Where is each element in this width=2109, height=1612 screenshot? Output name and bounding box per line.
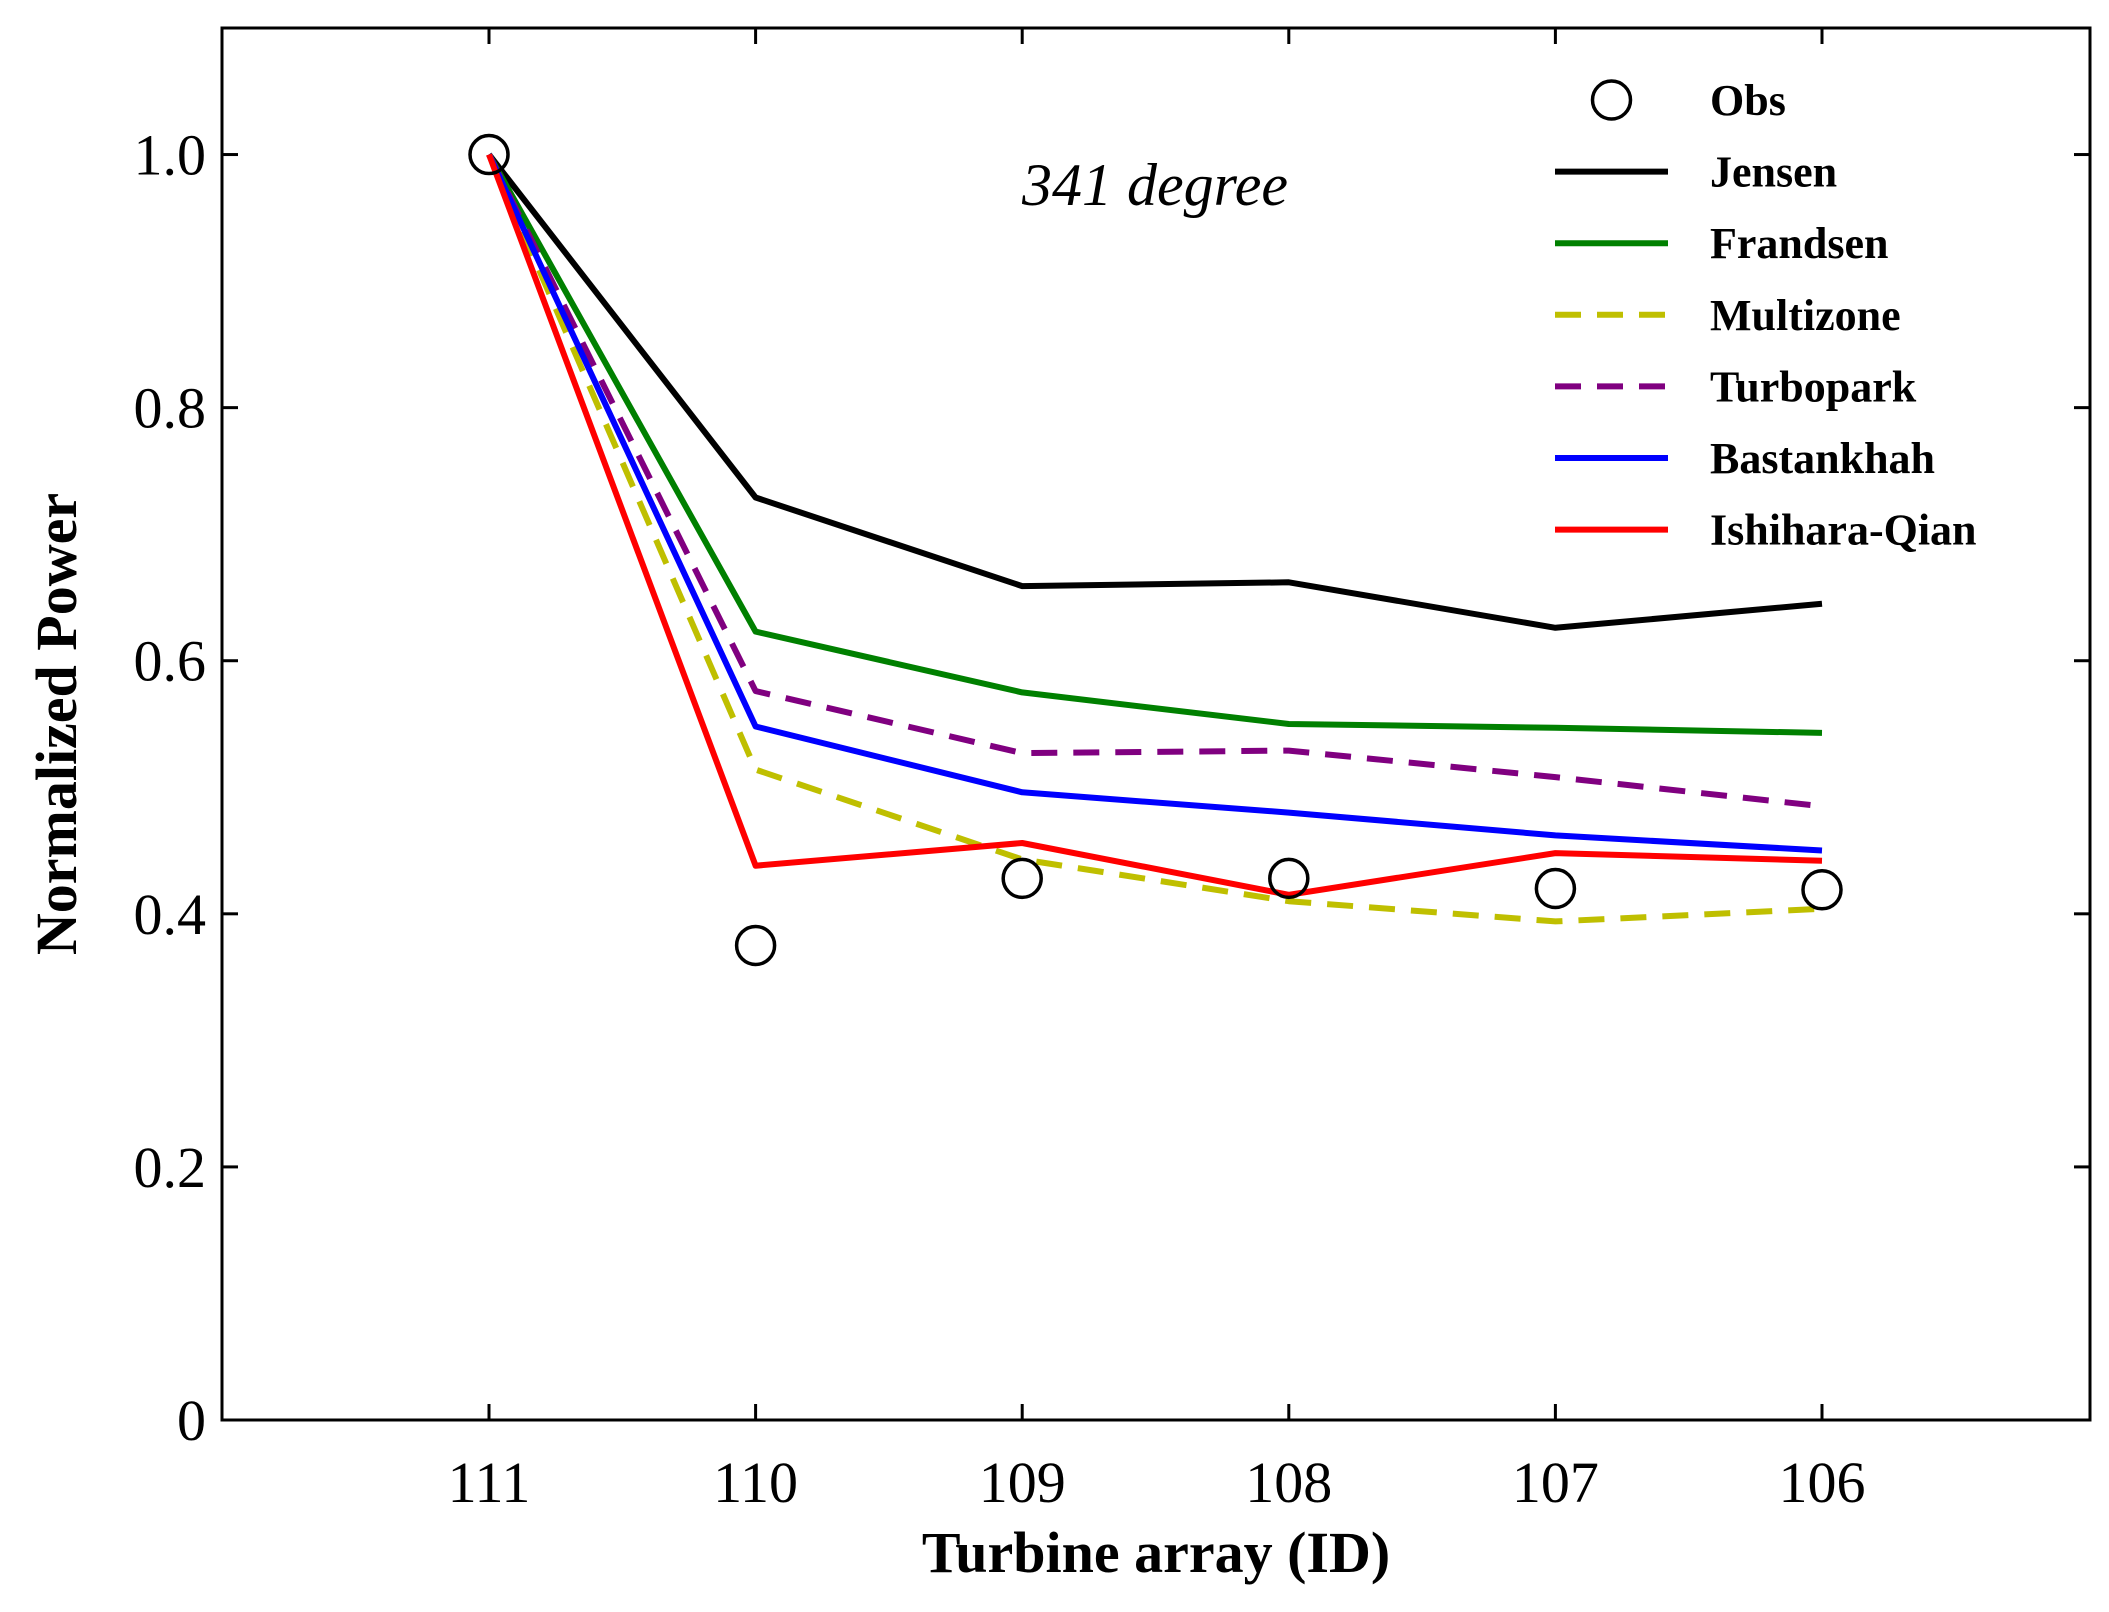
y-tick-label: 0.4 xyxy=(134,882,207,947)
y-ticks: 0 0.2 0.4 0.6 0.8 1.0 xyxy=(134,123,2090,1453)
obs-point xyxy=(1268,857,1310,900)
y-tick-label: 0.8 xyxy=(134,376,207,441)
series-line-bastankhah xyxy=(486,153,1823,854)
obs-point xyxy=(468,133,510,176)
legend: Obs Jensen Frandsen Multizone Turbopark Basta… xyxy=(1555,76,1977,555)
x-tick-label: 111 xyxy=(448,1450,531,1515)
series-line-turbopark xyxy=(486,153,1823,810)
y-tick-label: 1.0 xyxy=(134,123,207,188)
series-line-multizone xyxy=(486,153,1823,925)
chart-annotation: 341 degree xyxy=(1021,152,1288,218)
x-tick-label: 107 xyxy=(1512,1450,1599,1515)
obs-point xyxy=(1801,869,1843,911)
legend-label: Frandsen xyxy=(1710,219,1888,268)
legend-label: Jensen xyxy=(1710,148,1837,197)
obs-point xyxy=(1001,857,1043,900)
plot-lines xyxy=(486,152,1823,925)
series-line-frandsen xyxy=(486,153,1823,736)
x-axis-title: Turbine array (ID) xyxy=(922,1520,1390,1585)
series-line-jensen xyxy=(486,152,1823,631)
x-tick-label: 109 xyxy=(979,1450,1066,1515)
x-ticks: 111 110 109 108 107 106 xyxy=(448,28,1866,1515)
y-tick-label: 0.6 xyxy=(134,629,207,694)
obs-point xyxy=(734,924,777,967)
x-tick-label: 106 xyxy=(1779,1450,1866,1515)
legend-label: Ishihara-Qian xyxy=(1710,506,1977,555)
y-axis-title: Normalized Power xyxy=(24,493,89,955)
obs-point xyxy=(1534,867,1577,910)
legend-label: Obs xyxy=(1710,76,1786,125)
x-tick-label: 108 xyxy=(1245,1450,1332,1515)
y-tick-label: 0 xyxy=(177,1388,206,1453)
legend-label: Bastankhah xyxy=(1710,434,1935,483)
x-tick-label: 110 xyxy=(713,1450,798,1515)
plot-frame xyxy=(220,26,2092,1422)
series-line-ishihara-qian xyxy=(486,153,1823,898)
plot-markers xyxy=(468,133,1843,967)
legend-label: Multizone xyxy=(1710,291,1901,340)
y-tick-label: 0.2 xyxy=(134,1135,207,1200)
legend-label: Turbopark xyxy=(1710,362,1917,411)
legend-marker-obs xyxy=(1590,79,1633,121)
